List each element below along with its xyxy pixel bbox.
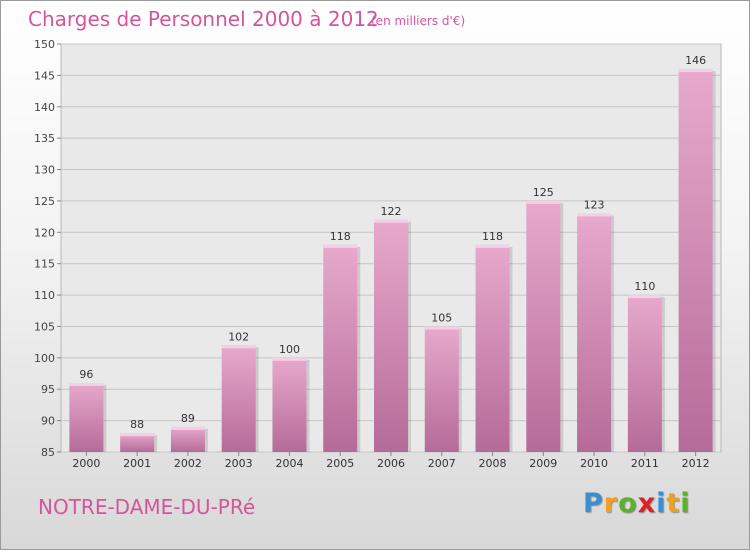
data-label: 125	[533, 186, 554, 199]
bar-2012	[678, 69, 716, 452]
data-label: 100	[279, 343, 300, 356]
bar	[272, 357, 307, 452]
bar-top	[120, 433, 155, 437]
y-tick-label: 125	[34, 195, 55, 208]
bar-top	[424, 326, 459, 330]
data-label: 110	[634, 280, 655, 293]
logo-letter: i	[656, 488, 667, 519]
bar	[221, 345, 256, 452]
y-tick-label: 110	[34, 289, 55, 302]
bar-top	[170, 426, 205, 430]
x-tick-label: 2000	[72, 457, 100, 470]
bar-2005	[323, 244, 361, 452]
x-tick-label: 2011	[631, 457, 659, 470]
y-tick-label: 85	[41, 446, 55, 459]
x-tick-label: 2008	[479, 457, 507, 470]
x-tick-label: 2006	[377, 457, 405, 470]
bar	[170, 426, 205, 452]
x-tick-label: 2001	[123, 457, 151, 470]
bar	[627, 295, 662, 452]
data-label: 123	[584, 198, 605, 211]
logo-letter: r	[603, 488, 619, 519]
bar-top	[577, 213, 612, 217]
bar-top	[323, 244, 358, 248]
logo-letter: t	[666, 488, 681, 519]
y-tick-label: 115	[34, 258, 55, 271]
bar-top	[475, 244, 510, 248]
bar-top	[627, 295, 662, 299]
proxiti-logo: Proxiti	[583, 488, 691, 519]
data-label: 96	[79, 368, 93, 381]
data-label: 102	[228, 330, 249, 343]
data-label: 118	[482, 230, 503, 243]
bar-top	[374, 219, 408, 223]
data-label: 122	[381, 205, 402, 218]
bar	[69, 382, 104, 452]
x-tick-label: 2005	[326, 457, 354, 470]
data-label: 146	[685, 54, 706, 67]
bar-2009	[526, 200, 564, 452]
y-tick-label: 105	[34, 320, 55, 333]
bar-2000	[69, 382, 107, 452]
bar-2010	[577, 213, 615, 452]
commune-name: NOTRE-DAME-DU-PRé	[38, 495, 256, 519]
x-tick-label: 2012	[682, 457, 710, 470]
x-tick-label: 2009	[529, 457, 557, 470]
y-tick-label: 135	[34, 132, 55, 145]
bar-top	[678, 69, 713, 73]
data-label: 105	[431, 311, 452, 324]
y-tick-label: 150	[34, 38, 55, 51]
y-tick-label: 145	[34, 69, 55, 82]
bar	[120, 433, 155, 452]
bar-2001	[120, 433, 158, 452]
y-tick-label: 90	[41, 415, 55, 428]
x-tick-label: 2003	[225, 457, 253, 470]
bar-top	[221, 345, 256, 349]
y-tick-label: 100	[34, 352, 55, 365]
logo-letter: o	[618, 488, 638, 519]
x-tick-label: 2007	[428, 457, 456, 470]
x-tick-label: 2010	[580, 457, 608, 470]
data-label: 89	[181, 412, 195, 425]
y-tick-label: 95	[41, 383, 55, 396]
y-tick-label: 120	[34, 226, 55, 239]
bar	[577, 213, 612, 452]
x-tick-label: 2002	[174, 457, 202, 470]
bar	[424, 326, 459, 452]
logo-letter: x	[637, 488, 657, 519]
data-label: 88	[130, 418, 144, 431]
bar-2008	[475, 244, 513, 452]
bar-2002	[170, 426, 208, 452]
bar-top	[272, 357, 307, 361]
x-tick-label: 2004	[275, 457, 303, 470]
logo-letter: i	[680, 488, 691, 519]
bar-top	[526, 200, 561, 204]
bar	[374, 219, 408, 452]
bar	[323, 244, 358, 452]
bar-2006	[374, 219, 411, 452]
bar	[526, 200, 561, 452]
chart-title: Charges de Personnel 2000 à 2012	[28, 7, 379, 31]
y-tick-label: 140	[34, 101, 55, 114]
bar	[678, 69, 713, 452]
y-tick-label: 130	[34, 164, 55, 177]
data-label: 118	[330, 230, 351, 243]
bar-2011	[627, 295, 665, 452]
bar-2003	[221, 345, 259, 452]
bar-2004	[272, 357, 310, 452]
bar	[475, 244, 510, 452]
bar-2007	[424, 326, 462, 452]
logo-letter: P	[583, 488, 604, 519]
bar-top	[69, 382, 104, 386]
chart-subtitle: (en milliers d'€)	[371, 14, 466, 28]
